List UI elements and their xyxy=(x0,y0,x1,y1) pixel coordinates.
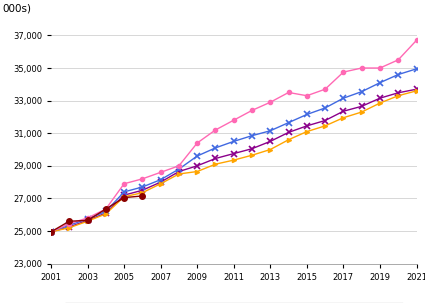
Dyn+Satm (M4) xyxy=(377,96,382,100)
Linear (M1) xyxy=(213,128,218,132)
Linear (M1) xyxy=(341,70,346,74)
Static (M2) xyxy=(176,172,181,176)
Static (M2) xyxy=(103,212,108,216)
Dyn+Satm (M4) xyxy=(67,225,72,229)
Line: Observed: Observed xyxy=(48,193,145,235)
Dynamic (M3) xyxy=(85,217,90,221)
Dyn+Satm (M4) xyxy=(195,164,200,168)
Static (M2) xyxy=(213,162,218,166)
Linear (M1) xyxy=(140,177,145,181)
Static (M2) xyxy=(268,148,273,151)
Dyn+Satm (M4) xyxy=(323,119,328,122)
Static (M2) xyxy=(414,89,419,93)
Dyn+Satm (M4) xyxy=(140,188,145,192)
Linear (M1) xyxy=(396,58,401,62)
Dynamic (M3) xyxy=(122,190,127,194)
Linear (M1) xyxy=(359,66,364,70)
Dynamic (M3) xyxy=(323,106,328,110)
Dynamic (M3) xyxy=(286,121,291,125)
Dynamic (M3) xyxy=(341,96,346,100)
Dynamic (M3) xyxy=(140,185,145,189)
Dynamic (M3) xyxy=(48,230,54,234)
Linear (M1) xyxy=(85,216,90,220)
Linear (M1) xyxy=(268,100,273,104)
Observed xyxy=(103,207,108,211)
Dynamic (M3) xyxy=(304,113,309,116)
Linear (M1) xyxy=(195,141,200,145)
Dyn+Satm (M4) xyxy=(249,147,255,151)
Observed xyxy=(122,196,127,199)
Linear (M1) xyxy=(377,66,382,70)
Static (M2) xyxy=(140,191,145,195)
Dyn+Satm (M4) xyxy=(231,152,236,155)
Text: 000s): 000s) xyxy=(2,3,31,13)
Linear (M1) xyxy=(304,94,309,98)
Linear (M1) xyxy=(122,182,127,185)
Static (M2) xyxy=(85,219,90,223)
Dyn+Satm (M4) xyxy=(213,157,218,160)
Dynamic (M3) xyxy=(396,73,401,76)
Dynamic (M3) xyxy=(176,167,181,171)
Dyn+Satm (M4) xyxy=(103,211,108,215)
Dyn+Satm (M4) xyxy=(396,91,401,95)
Observed xyxy=(140,194,145,198)
Dyn+Satm (M4) xyxy=(341,109,346,113)
Dynamic (M3) xyxy=(414,67,419,71)
Dynamic (M3) xyxy=(213,146,218,150)
Linear (M1) xyxy=(103,207,108,211)
Linear (M1) xyxy=(176,164,181,168)
Linear (M1) xyxy=(323,87,328,91)
Line: Static (M2): Static (M2) xyxy=(49,89,419,234)
Linear (M1) xyxy=(414,38,419,42)
Static (M2) xyxy=(304,130,309,133)
Static (M2) xyxy=(158,182,163,185)
Static (M2) xyxy=(323,124,328,128)
Dynamic (M3) xyxy=(195,154,200,158)
Static (M2) xyxy=(359,110,364,114)
Dynamic (M3) xyxy=(249,134,255,138)
Linear (M1) xyxy=(158,171,163,174)
Line: Dynamic (M3): Dynamic (M3) xyxy=(48,66,419,235)
Static (M2) xyxy=(396,94,401,98)
Linear (M1) xyxy=(67,222,72,225)
Linear (M1) xyxy=(231,118,236,122)
Static (M2) xyxy=(231,158,236,162)
Linear (M1) xyxy=(48,230,54,234)
Dyn+Satm (M4) xyxy=(304,124,309,128)
Dynamic (M3) xyxy=(231,140,236,143)
Static (M2) xyxy=(122,195,127,198)
Dyn+Satm (M4) xyxy=(48,230,54,234)
Line: Dyn+Satm (M4): Dyn+Satm (M4) xyxy=(48,86,419,235)
Observed xyxy=(67,219,72,223)
Dyn+Satm (M4) xyxy=(286,131,291,134)
Dyn+Satm (M4) xyxy=(359,105,364,108)
Dynamic (M3) xyxy=(103,210,108,213)
Dynamic (M3) xyxy=(377,81,382,85)
Dyn+Satm (M4) xyxy=(414,87,419,91)
Static (M2) xyxy=(48,230,54,234)
Dynamic (M3) xyxy=(359,90,364,93)
Dynamic (M3) xyxy=(67,224,72,227)
Static (M2) xyxy=(377,101,382,105)
Static (M2) xyxy=(195,170,200,173)
Dynamic (M3) xyxy=(158,178,163,181)
Static (M2) xyxy=(249,153,255,157)
Observed xyxy=(48,230,54,234)
Static (M2) xyxy=(67,226,72,230)
Linear (M1) xyxy=(249,108,255,112)
Static (M2) xyxy=(341,116,346,120)
Dyn+Satm (M4) xyxy=(176,170,181,173)
Observed xyxy=(85,218,90,222)
Dyn+Satm (M4) xyxy=(268,140,273,143)
Dyn+Satm (M4) xyxy=(122,193,127,197)
Static (M2) xyxy=(286,138,291,142)
Linear (M1) xyxy=(286,91,291,94)
Dynamic (M3) xyxy=(268,129,273,133)
Dyn+Satm (M4) xyxy=(85,218,90,222)
Line: Linear (M1): Linear (M1) xyxy=(49,38,419,234)
Dyn+Satm (M4) xyxy=(158,180,163,184)
